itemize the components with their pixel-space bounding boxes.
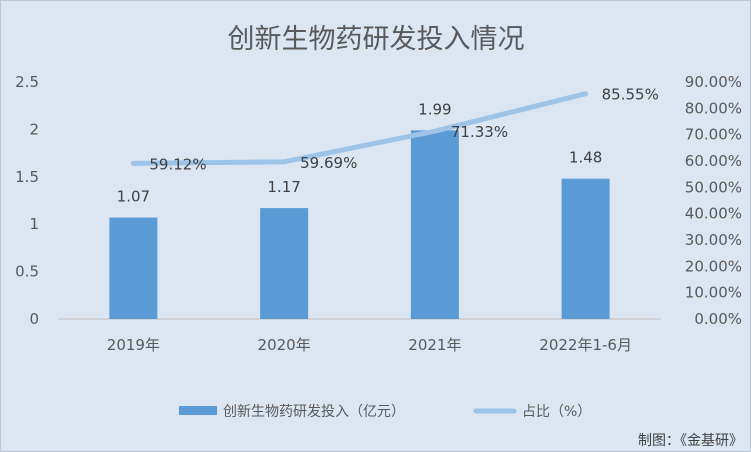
left-tick-label: 2.5 [15, 73, 39, 91]
x-tick-label: 2022年1-6月 [539, 336, 632, 354]
left-tick-label: 0.5 [15, 263, 39, 281]
bar [561, 178, 610, 319]
line-value-label: 71.33% [451, 123, 508, 141]
x-tick-label: 2021年 [408, 336, 461, 354]
x-tick-label: 2019年 [107, 336, 160, 354]
left-axis-ticks: 0 0.5 1 1.5 2 2.5 [15, 73, 39, 328]
bar [260, 208, 309, 319]
bar-value-label: 1.48 [569, 149, 602, 167]
right-tick-label: 80.00% [685, 99, 742, 117]
legend: 创新生物药研发投入（亿元） 占比（%） [179, 404, 591, 420]
right-tick-label: 10.00% [685, 284, 742, 302]
right-axis-ticks: 0.00% 10.00% 20.00% 30.00% 40.00% 50.00% 60.00… [685, 73, 742, 328]
bar-value-label: 1.99 [418, 100, 451, 118]
bar [109, 217, 158, 319]
line-series [130, 91, 589, 166]
left-tick-label: 1 [29, 215, 39, 233]
x-tick-label: 2020年 [258, 336, 311, 354]
right-tick-label: 90.00% [685, 73, 742, 91]
line-value-label: 59.12% [149, 155, 206, 173]
right-tick-label: 50.00% [685, 178, 742, 196]
line-value-label: 59.69% [300, 154, 357, 172]
left-tick-label: 1.5 [15, 168, 39, 186]
x-axis-ticks: 2019年 2020年 2021年 2022年1-6月 [107, 336, 632, 354]
right-tick-label: 60.00% [685, 152, 742, 170]
line-path [130, 91, 589, 166]
right-tick-label: 20.00% [685, 257, 742, 275]
line-data-labels: 59.12% 59.69% 71.33% 85.55% [149, 86, 658, 174]
legend-bar-swatch [179, 406, 217, 415]
bar-value-label: 1.17 [267, 178, 300, 196]
bar-series [109, 130, 610, 319]
bar-data-labels: 1.07 1.17 1.99 1.48 [117, 100, 603, 205]
right-tick-label: 70.00% [685, 126, 742, 144]
right-tick-label: 40.00% [685, 205, 742, 223]
source-credit: 制图：《金基研》 [638, 432, 743, 449]
right-tick-label: 30.00% [685, 231, 742, 249]
chart-title: 创新生物药研发投入情况 [228, 24, 525, 55]
right-tick-label: 0.00% [694, 310, 742, 328]
bar-value-label: 1.07 [117, 188, 150, 206]
line-value-label: 85.55% [602, 86, 659, 104]
legend-bar-label: 创新生物药研发投入（亿元） [223, 404, 405, 420]
bar [410, 130, 459, 319]
left-tick-label: 2 [29, 120, 39, 138]
legend-line-label: 占比（%） [522, 404, 591, 420]
left-tick-label: 0 [29, 310, 39, 328]
